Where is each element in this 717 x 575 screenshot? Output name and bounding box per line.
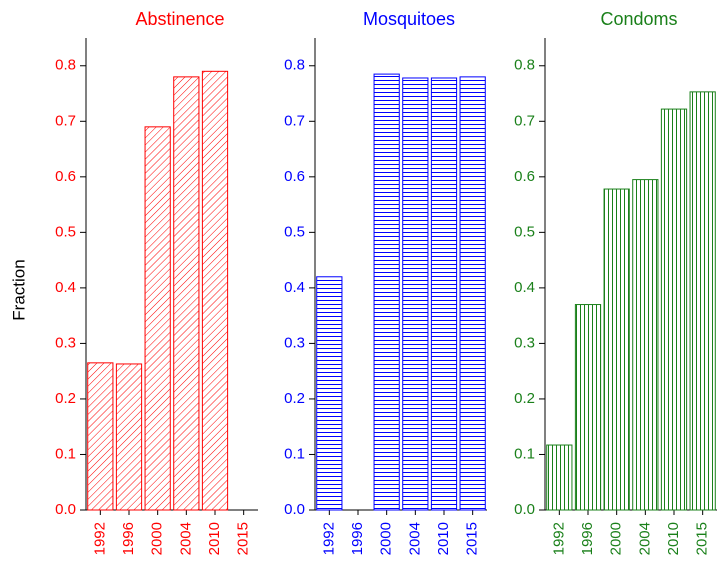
x-tick-label: 2010 xyxy=(206,522,223,555)
x-tick-label: 1992 xyxy=(91,522,108,555)
y-tick-label: 0.6 xyxy=(514,168,535,185)
x-tick-label: 2010 xyxy=(435,522,452,555)
x-tick-label: 2015 xyxy=(235,522,252,555)
y-tick-label: 0.8 xyxy=(284,57,305,74)
y-tick-label: 0.6 xyxy=(55,168,76,185)
x-tick-label: 2004 xyxy=(406,522,423,555)
chart-title: Abstinence xyxy=(135,9,224,29)
x-tick-label: 2000 xyxy=(378,522,395,555)
y-tick-label: 0.2 xyxy=(514,390,535,407)
y-tick-label: 0.6 xyxy=(284,168,305,185)
y-tick-label: 0.5 xyxy=(514,223,535,240)
x-tick-label: 2015 xyxy=(694,522,711,555)
bar xyxy=(660,108,688,511)
bar xyxy=(574,304,602,511)
bar xyxy=(144,126,171,511)
y-tick-label: 0.5 xyxy=(55,223,76,240)
y-tick-label: 0.7 xyxy=(514,112,535,129)
bar xyxy=(459,76,486,511)
chart-title: Mosquitoes xyxy=(363,9,455,29)
bar xyxy=(87,362,114,511)
y-tick-label: 0.8 xyxy=(514,57,535,74)
y-tick-label: 0.4 xyxy=(55,279,76,296)
y-tick-label: 0.0 xyxy=(55,501,76,518)
y-tick-label: 0.4 xyxy=(514,279,535,296)
y-tick-label: 0.3 xyxy=(514,334,535,351)
bar xyxy=(316,276,343,511)
x-tick-label: 2004 xyxy=(636,522,653,555)
y-tick-label: 0.2 xyxy=(284,390,305,407)
x-tick-label: 1992 xyxy=(550,522,567,555)
y-axis-label: Fraction xyxy=(9,259,28,320)
y-tick-label: 0.1 xyxy=(514,445,535,462)
x-tick-label: 1996 xyxy=(120,522,137,555)
y-tick-label: 0.4 xyxy=(284,279,305,296)
y-tick-label: 0.1 xyxy=(284,445,305,462)
x-tick-label: 2015 xyxy=(464,522,481,555)
y-tick-label: 0.7 xyxy=(284,112,305,129)
x-tick-label: 1996 xyxy=(579,522,596,555)
bar xyxy=(201,70,229,511)
y-tick-label: 0.0 xyxy=(514,501,535,518)
bar xyxy=(402,77,429,511)
y-tick-label: 0.1 xyxy=(55,445,76,462)
bar xyxy=(546,444,573,511)
y-tick-label: 0.3 xyxy=(55,334,76,351)
bar xyxy=(632,179,659,511)
bar xyxy=(689,91,716,511)
x-tick-label: 2010 xyxy=(665,522,682,555)
x-tick-label: 1996 xyxy=(349,522,366,555)
chart-title: Condoms xyxy=(600,9,677,29)
bar xyxy=(173,76,200,511)
x-tick-label: 2000 xyxy=(149,522,166,555)
bar xyxy=(115,363,143,511)
y-tick-label: 0.7 xyxy=(55,112,76,129)
bar xyxy=(430,77,458,511)
y-tick-label: 0.3 xyxy=(284,334,305,351)
bar xyxy=(373,73,400,511)
x-tick-label: 1992 xyxy=(320,522,337,555)
y-tick-label: 0.2 xyxy=(55,390,76,407)
y-tick-label: 0.5 xyxy=(284,223,305,240)
y-tick-label: 0.8 xyxy=(55,57,76,74)
y-tick-label: 0.0 xyxy=(284,501,305,518)
x-tick-label: 2004 xyxy=(177,522,194,555)
x-tick-label: 2000 xyxy=(608,522,625,555)
bar xyxy=(603,188,630,511)
